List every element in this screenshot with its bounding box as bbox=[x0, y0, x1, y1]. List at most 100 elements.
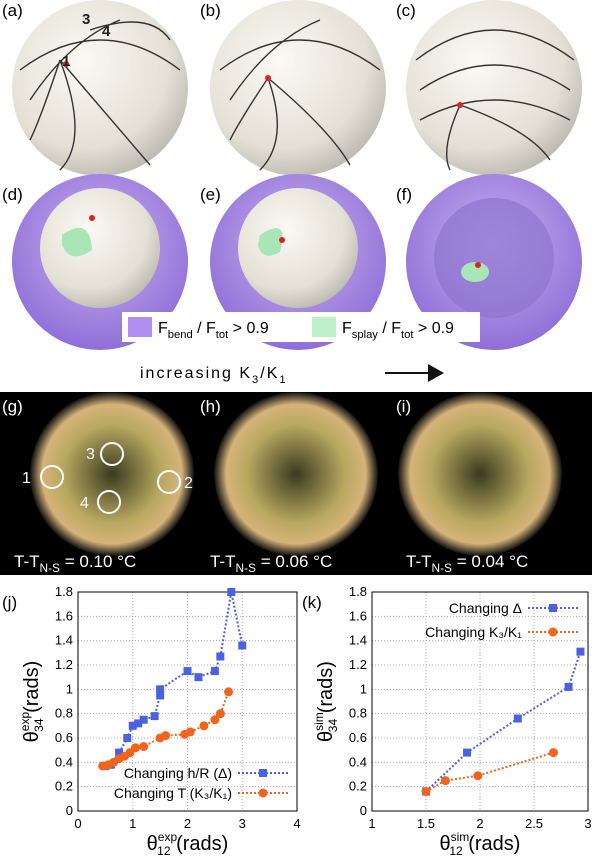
arrow bbox=[385, 364, 444, 382]
marker bbox=[227, 588, 236, 596]
legend-swatch bbox=[128, 317, 152, 337]
text-part: sim bbox=[312, 712, 326, 731]
y-tick-label: 1.6 bbox=[349, 608, 367, 623]
legend-label: Changing Δ bbox=[449, 600, 522, 616]
panel-label: (c) bbox=[396, 1, 416, 20]
text-part: 12 bbox=[449, 844, 463, 858]
y-tick-label: 0.8 bbox=[349, 706, 367, 721]
y-tick-label: 1.8 bbox=[55, 584, 73, 599]
y-tick-label: 0.4 bbox=[349, 754, 367, 769]
text-part: (rads) bbox=[315, 661, 337, 719]
marker bbox=[216, 652, 225, 661]
y-tick-label: 0 bbox=[360, 803, 367, 818]
axis-label: θsim 12 (rads) bbox=[440, 830, 521, 858]
region-label: 3 bbox=[86, 446, 95, 463]
marker bbox=[156, 691, 165, 700]
x-tick-label: 0 bbox=[74, 816, 81, 831]
marker bbox=[150, 712, 159, 721]
micrographs bbox=[0, 392, 592, 575]
text-part: N-S bbox=[40, 561, 61, 575]
text-part: (rads) bbox=[21, 661, 43, 719]
plot-frame bbox=[77, 591, 298, 812]
y-tick-label: 0.8 bbox=[55, 706, 73, 721]
text-part: = 0.04 °C bbox=[452, 552, 528, 571]
y-tick-label: 1.4 bbox=[349, 633, 367, 648]
legend-label: Fsplay / Ftot > 0.9 bbox=[342, 320, 454, 341]
y-tick-label: 1.6 bbox=[55, 608, 73, 623]
marker bbox=[130, 743, 140, 753]
text-part: N-S bbox=[432, 561, 453, 575]
marker bbox=[513, 714, 522, 723]
marker bbox=[185, 727, 195, 737]
marker bbox=[473, 771, 483, 781]
text-part: (rads) bbox=[171, 833, 229, 855]
x-tick-label: 1 bbox=[368, 816, 375, 831]
marker bbox=[123, 734, 132, 742]
text-part: 34 bbox=[32, 718, 46, 732]
defect-label: 4 bbox=[102, 23, 111, 40]
temperature-label: T-TN-S = 0.06 °C bbox=[210, 552, 332, 575]
temperature-label: T-TN-S = 0.04 °C bbox=[406, 552, 528, 575]
plot-frame bbox=[371, 591, 589, 812]
micrograph-i bbox=[398, 392, 562, 556]
panel-label: (g) bbox=[2, 397, 23, 416]
text-part: F bbox=[342, 320, 352, 337]
series-line bbox=[105, 591, 244, 767]
text-part: increasing K bbox=[140, 365, 252, 382]
y-tick-label: 1.8 bbox=[349, 584, 367, 599]
text-part: > 0.9 bbox=[413, 320, 454, 337]
text-part: 3 bbox=[252, 374, 260, 386]
legend-swatch bbox=[312, 317, 336, 337]
defect-label: 3 bbox=[82, 11, 90, 28]
text-part: 34 bbox=[326, 719, 340, 733]
series-line bbox=[425, 651, 582, 793]
marker bbox=[115, 748, 124, 757]
marker bbox=[259, 769, 267, 777]
defect-label: 1 bbox=[62, 53, 70, 70]
x-tick-label: 3 bbox=[239, 816, 246, 831]
text-part: /K bbox=[260, 365, 279, 382]
y-tick-label: 0.6 bbox=[55, 730, 73, 745]
text-part: = 0.10 °C bbox=[60, 552, 136, 571]
text-part: 1 bbox=[279, 374, 287, 386]
marker bbox=[210, 715, 220, 725]
panel-label: (b) bbox=[200, 1, 221, 20]
x-tick-label: 2 bbox=[184, 816, 191, 831]
marker bbox=[549, 604, 557, 612]
marker bbox=[440, 776, 450, 786]
text-part: 12 bbox=[157, 844, 171, 858]
text-part: F bbox=[158, 320, 168, 337]
marker bbox=[210, 667, 219, 676]
panel-label: (f) bbox=[396, 185, 412, 204]
text-part: exp bbox=[158, 830, 178, 844]
x-tick-label: 2 bbox=[476, 816, 483, 831]
x-tick-label: 4 bbox=[293, 816, 300, 831]
marker bbox=[134, 719, 143, 728]
text-part: θ bbox=[147, 833, 158, 855]
micrograph-g bbox=[30, 392, 194, 556]
text-part: tot bbox=[216, 329, 229, 341]
sphere-a bbox=[12, 0, 188, 176]
x-tick-label: 1.5 bbox=[417, 816, 435, 831]
legend-label: Changing h/R (Δ) bbox=[124, 765, 232, 781]
sphere-d bbox=[12, 174, 188, 350]
panel-label: (k) bbox=[302, 593, 322, 612]
panel-label: (d) bbox=[2, 185, 23, 204]
text-part: / F bbox=[378, 320, 401, 337]
micrograph-h bbox=[214, 392, 378, 556]
y-tick-label: 1.2 bbox=[55, 657, 73, 672]
panel-label: (e) bbox=[200, 185, 221, 204]
marker bbox=[258, 788, 268, 798]
panel-label: (a) bbox=[2, 1, 23, 20]
sphere-f bbox=[406, 174, 582, 350]
y-tick-label: 0.2 bbox=[55, 779, 73, 794]
series-line bbox=[102, 691, 230, 767]
region-label: 2 bbox=[184, 475, 193, 492]
marker bbox=[139, 742, 149, 752]
legend-label: Changing K₃/K₁ bbox=[425, 624, 522, 640]
y-tick-label: 1 bbox=[360, 681, 367, 696]
text-part: T-T bbox=[210, 552, 236, 571]
region-label: 1 bbox=[22, 470, 31, 487]
legend-box bbox=[122, 312, 480, 342]
